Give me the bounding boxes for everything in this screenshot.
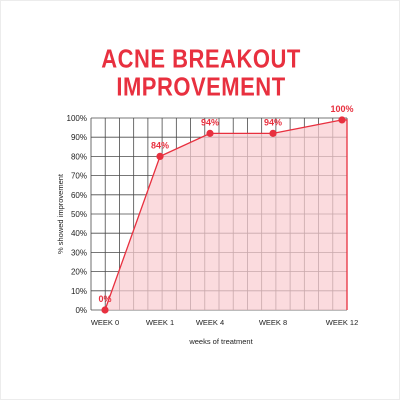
y-tick-label: 40%	[71, 229, 87, 238]
x-tick-label: WEEK 12	[326, 318, 359, 327]
y-tick-label: 70%	[71, 172, 87, 181]
x-tick-label: WEEK 1	[146, 318, 174, 327]
data-label: 100%	[330, 104, 353, 114]
y-tick-label: 80%	[71, 152, 87, 161]
data-label: 94%	[264, 117, 282, 127]
chart-title: ACNE BREAKOUT IMPROVEMENT	[1, 43, 400, 102]
data-point	[101, 306, 109, 314]
x-tick-label: WEEK 8	[259, 318, 287, 327]
data-point	[156, 152, 164, 160]
data-label: 0%	[98, 294, 111, 304]
chart-title-line-2: IMPROVEMENT	[116, 72, 286, 102]
data-points	[101, 116, 346, 314]
area-fill	[105, 119, 347, 310]
y-tick-label: 20%	[71, 268, 87, 277]
data-point	[206, 129, 214, 137]
x-axis-ticks: WEEK 0 WEEK 1 WEEK 4 WEEK 8 WEEK 12	[91, 318, 358, 327]
y-tick-label: 90%	[71, 133, 87, 142]
data-label: 84%	[151, 140, 169, 150]
y-tick-label: 100%	[67, 114, 87, 123]
data-point	[338, 116, 346, 124]
y-tick-label: 60%	[71, 191, 87, 200]
data-point	[269, 129, 277, 137]
x-tick-label: WEEK 4	[196, 318, 224, 327]
y-tick-label: 50%	[71, 210, 87, 219]
x-axis-title: weeks of treatment	[188, 337, 253, 346]
x-tick-label: WEEK 0	[91, 318, 119, 327]
data-label: 94%	[201, 117, 219, 127]
y-tick-label: 0%	[75, 306, 87, 315]
y-tick-label: 10%	[71, 287, 87, 296]
y-axis-ticks: 0% 10% 20% 30% 40% 50% 60% 70% 80% 90% 100%	[67, 114, 87, 315]
y-axis-title: % showed improvement	[56, 173, 65, 254]
chart-title-line-1: ACNE BREAKOUT	[101, 43, 301, 74]
y-tick-label: 30%	[71, 248, 87, 257]
data-labels: 0% 84% 94% 94% 100%	[98, 104, 353, 304]
area-series	[104, 119, 348, 311]
